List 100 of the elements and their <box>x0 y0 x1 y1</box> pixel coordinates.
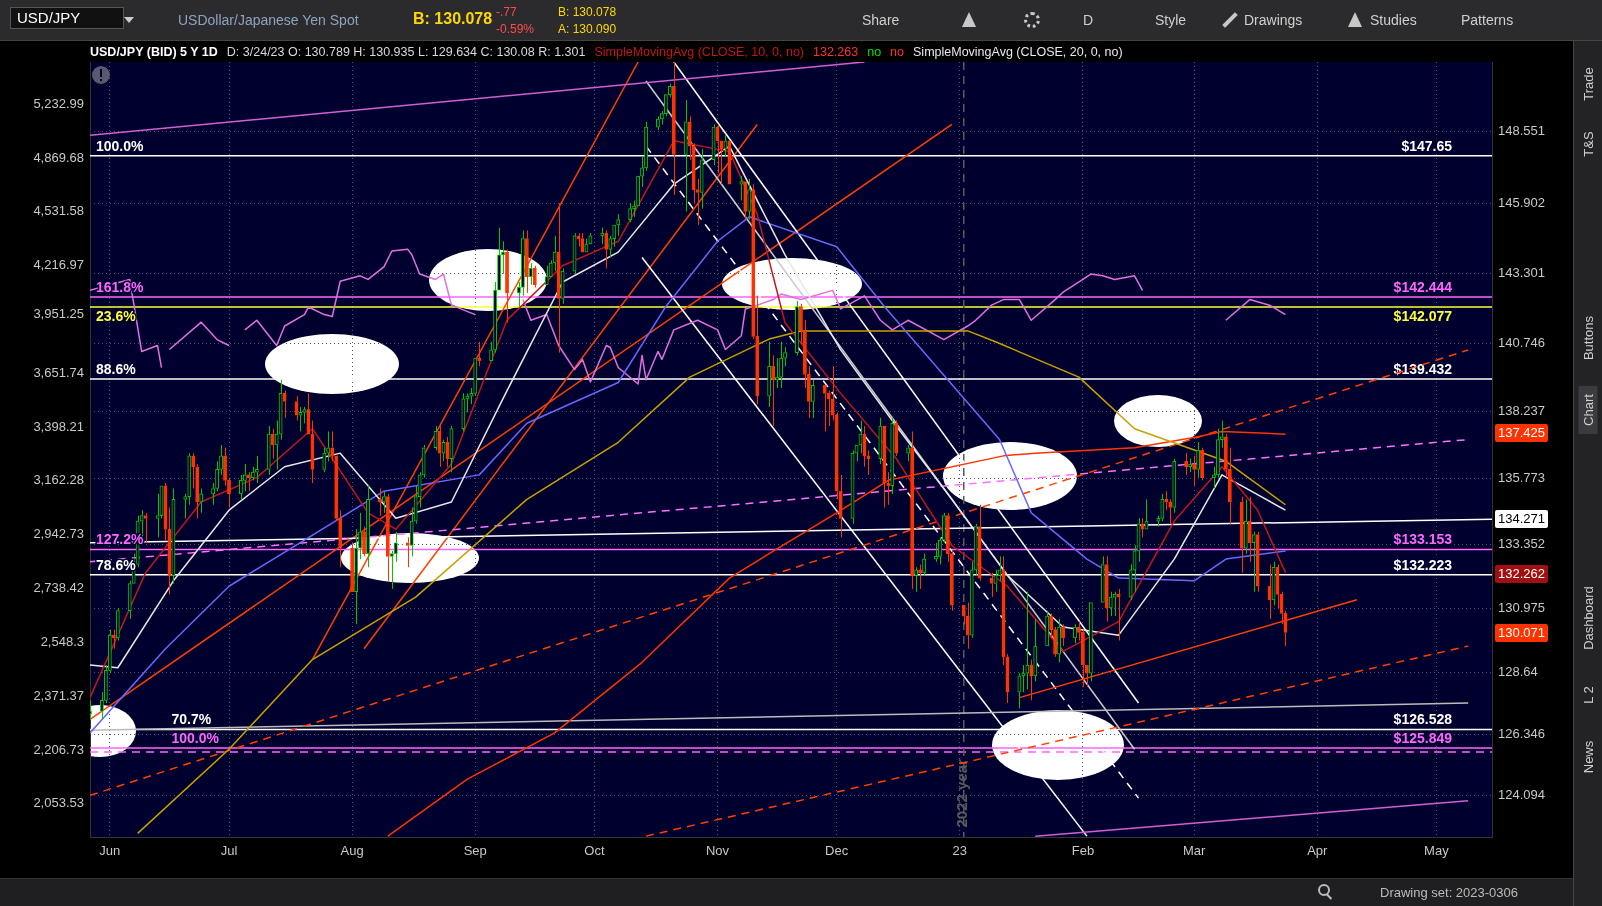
candlestick <box>810 379 815 419</box>
chart-title: USD/JPY (BID) 5 Y 1D <box>90 44 218 59</box>
candlestick <box>1025 591 1030 690</box>
candlestick <box>1251 531 1256 593</box>
candlestick <box>894 420 899 457</box>
candlestick <box>608 235 613 259</box>
candlestick <box>1057 618 1062 663</box>
candlestick <box>612 224 617 248</box>
candlestick <box>528 262 533 286</box>
x-tick-label: Apr <box>1307 842 1329 858</box>
candlestick <box>1247 496 1252 563</box>
text: SimpleMovingAvg (CLOSE, 10, 0, no) <box>594 44 805 59</box>
y2-tick-label: 5,232.99 <box>33 95 84 111</box>
text: Drawings <box>1244 12 1303 28</box>
y2-tick-label: 3,651.74 <box>33 364 84 380</box>
y-tick-label: 124.094 <box>1498 787 1545 803</box>
candlestick <box>211 482 216 506</box>
candlestick <box>219 444 223 476</box>
y-tick-label: 135.773 <box>1498 469 1545 485</box>
text: A: 130.090 <box>558 21 617 37</box>
ref-line-label: $125.849 <box>1393 729 1453 746</box>
candlestick <box>187 452 192 506</box>
candlestick <box>215 460 220 492</box>
candlestick <box>1267 564 1272 620</box>
candlestick <box>334 455 339 522</box>
candlestick <box>822 384 827 432</box>
text: B: 130.078 <box>558 4 617 20</box>
candlestick <box>604 229 609 269</box>
candlestick <box>1049 612 1054 639</box>
x-tick-label: Mar <box>1182 842 1206 858</box>
candlestick <box>544 265 549 286</box>
x-tick-label: May <box>1424 842 1450 858</box>
candlestick <box>965 602 970 650</box>
candlestick <box>385 493 390 582</box>
candlestick <box>556 202 561 354</box>
candlestick <box>1160 493 1165 522</box>
candlestick <box>461 392 466 432</box>
candlestick <box>199 487 204 514</box>
ref-line-label: $132.223 <box>1393 556 1453 573</box>
text: 132.262 <box>1495 565 1548 583</box>
candlestick <box>1100 555 1105 603</box>
y-tick-label: 143.301 <box>1498 265 1545 281</box>
candlestick <box>640 156 644 188</box>
text: no <box>890 44 905 59</box>
candlestick <box>505 248 509 324</box>
candlestick <box>1088 602 1093 682</box>
candlestick <box>310 420 315 484</box>
candlestick <box>239 474 243 500</box>
ref-line-label: $142.444 <box>1393 278 1453 295</box>
y-tick-label: 148.551 <box>1498 122 1545 138</box>
annotation: 100.0% <box>171 729 220 746</box>
x-tick-label: Oct <box>584 842 605 858</box>
annotation: 23.6% <box>96 307 137 324</box>
candlestick <box>751 183 756 340</box>
candlestick <box>1017 672 1022 709</box>
candlestick <box>1053 626 1058 658</box>
x-tick-label: Dec <box>825 842 849 858</box>
candlestick <box>266 425 271 476</box>
y2-tick-label: 4,216.97 <box>33 257 84 273</box>
y2-tick-label: 2,942.73 <box>33 526 84 542</box>
candlestick <box>656 115 660 131</box>
chart-subtitle: D: 3/24/23 O: 130.789 H: 130.935 L: 129.634 C: 130.08 R: 1.301 <box>226 44 586 59</box>
candlestick <box>1184 452 1189 476</box>
candlestick <box>1029 659 1034 701</box>
candlestick <box>1108 591 1113 617</box>
y2-tick-label: 2,371.37 <box>33 687 84 703</box>
text: USD/JPY <box>10 7 124 29</box>
candlestick <box>227 477 231 508</box>
y2-tick-label: 3,951.25 <box>33 305 84 321</box>
text: Buttons <box>1580 315 1596 361</box>
candlestick <box>767 341 772 408</box>
ref-line-label: $126.528 <box>1393 711 1453 728</box>
text: SimpleMovingAvg (CLOSE, 20, 0, no) <box>913 44 1123 59</box>
x-tick-label: Aug <box>340 842 364 858</box>
text: Drawing set: 2023-0306 <box>1380 885 1519 901</box>
x-tick-label: Jun <box>99 842 121 858</box>
candlestick <box>497 227 501 291</box>
x-tick-label: Nov <box>705 842 730 858</box>
candlestick <box>405 536 410 568</box>
text: no <box>867 44 882 59</box>
y2-tick-label: 2,053.53 <box>33 795 84 811</box>
candlestick <box>493 281 498 354</box>
candlestick <box>783 346 787 367</box>
candlestick <box>1061 623 1065 647</box>
y-tick-label: 126.346 <box>1498 725 1545 741</box>
candlestick <box>743 181 748 221</box>
candlestick <box>270 428 275 460</box>
candlestick <box>115 607 120 642</box>
candlestick <box>644 121 648 172</box>
text: Share <box>862 12 900 28</box>
candlestick <box>826 390 831 427</box>
text: 132.263 <box>813 44 859 59</box>
candlestick <box>628 202 633 223</box>
candlestick <box>1216 428 1220 479</box>
candlestick <box>739 175 744 202</box>
annotation: 70.7% <box>171 711 212 728</box>
y2-tick-label: 4,869.68 <box>33 149 84 165</box>
candlestick <box>366 485 370 568</box>
y2-tick-label: 3,162.28 <box>33 472 84 488</box>
candlestick <box>330 430 335 462</box>
